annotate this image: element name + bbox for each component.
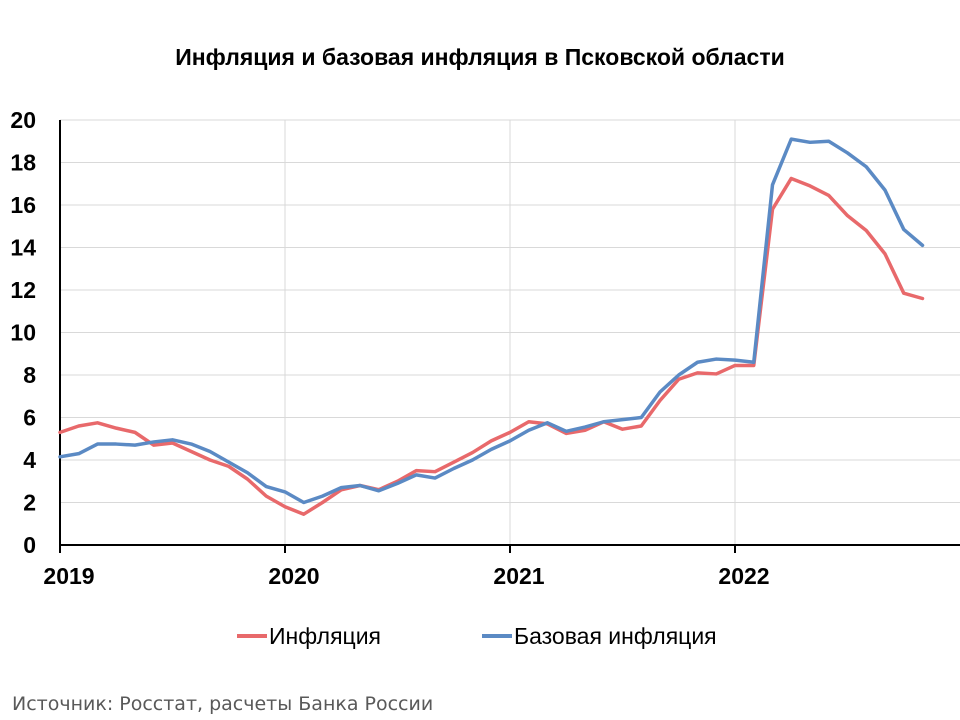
- series-line-core-inflation: [58, 137, 925, 505]
- series-lines: [58, 137, 925, 516]
- y-tick-label: 4: [23, 447, 36, 473]
- chart-title: Инфляция и базовая инфляция в Псковской …: [175, 44, 785, 70]
- y-tick-label: 18: [10, 150, 36, 176]
- source-note: Источник: Росстат, расчеты Банка России: [12, 693, 434, 715]
- series-line-inflation: [58, 176, 925, 516]
- x-tick-labels: 2019 2020 2021 2022: [43, 563, 769, 589]
- x-tick-label: 2020: [268, 563, 319, 589]
- y-tick-label: 14: [10, 235, 36, 261]
- y-tick-label: 20: [10, 107, 36, 133]
- legend-swatch-core-inflation: [482, 634, 512, 638]
- y-tick-label: 10: [10, 320, 36, 346]
- legend-item-inflation: Инфляция: [237, 622, 381, 650]
- y-tick-label: 16: [10, 192, 36, 218]
- x-tick-label: 2022: [718, 563, 769, 589]
- legend-label-core-inflation: Базовая инфляция: [514, 622, 717, 649]
- x-tick-label: 2021: [493, 563, 544, 589]
- y-tick-labels: 0 2 4 6 8 10 12 14 16 18 20: [10, 107, 36, 558]
- y-tick-label: 6: [23, 405, 36, 431]
- y-tick-label: 0: [23, 532, 36, 558]
- x-tick-label: 2019: [43, 563, 94, 589]
- legend-item-core-inflation: Базовая инфляция: [482, 622, 717, 650]
- gridlines: [60, 119, 960, 545]
- legend-label-inflation: Инфляция: [269, 622, 382, 649]
- legend-swatch-inflation: [237, 634, 267, 638]
- y-tick-label: 2: [23, 490, 36, 516]
- y-tick-label: 8: [23, 362, 36, 388]
- axes: [59, 120, 960, 553]
- y-tick-label: 12: [10, 277, 36, 303]
